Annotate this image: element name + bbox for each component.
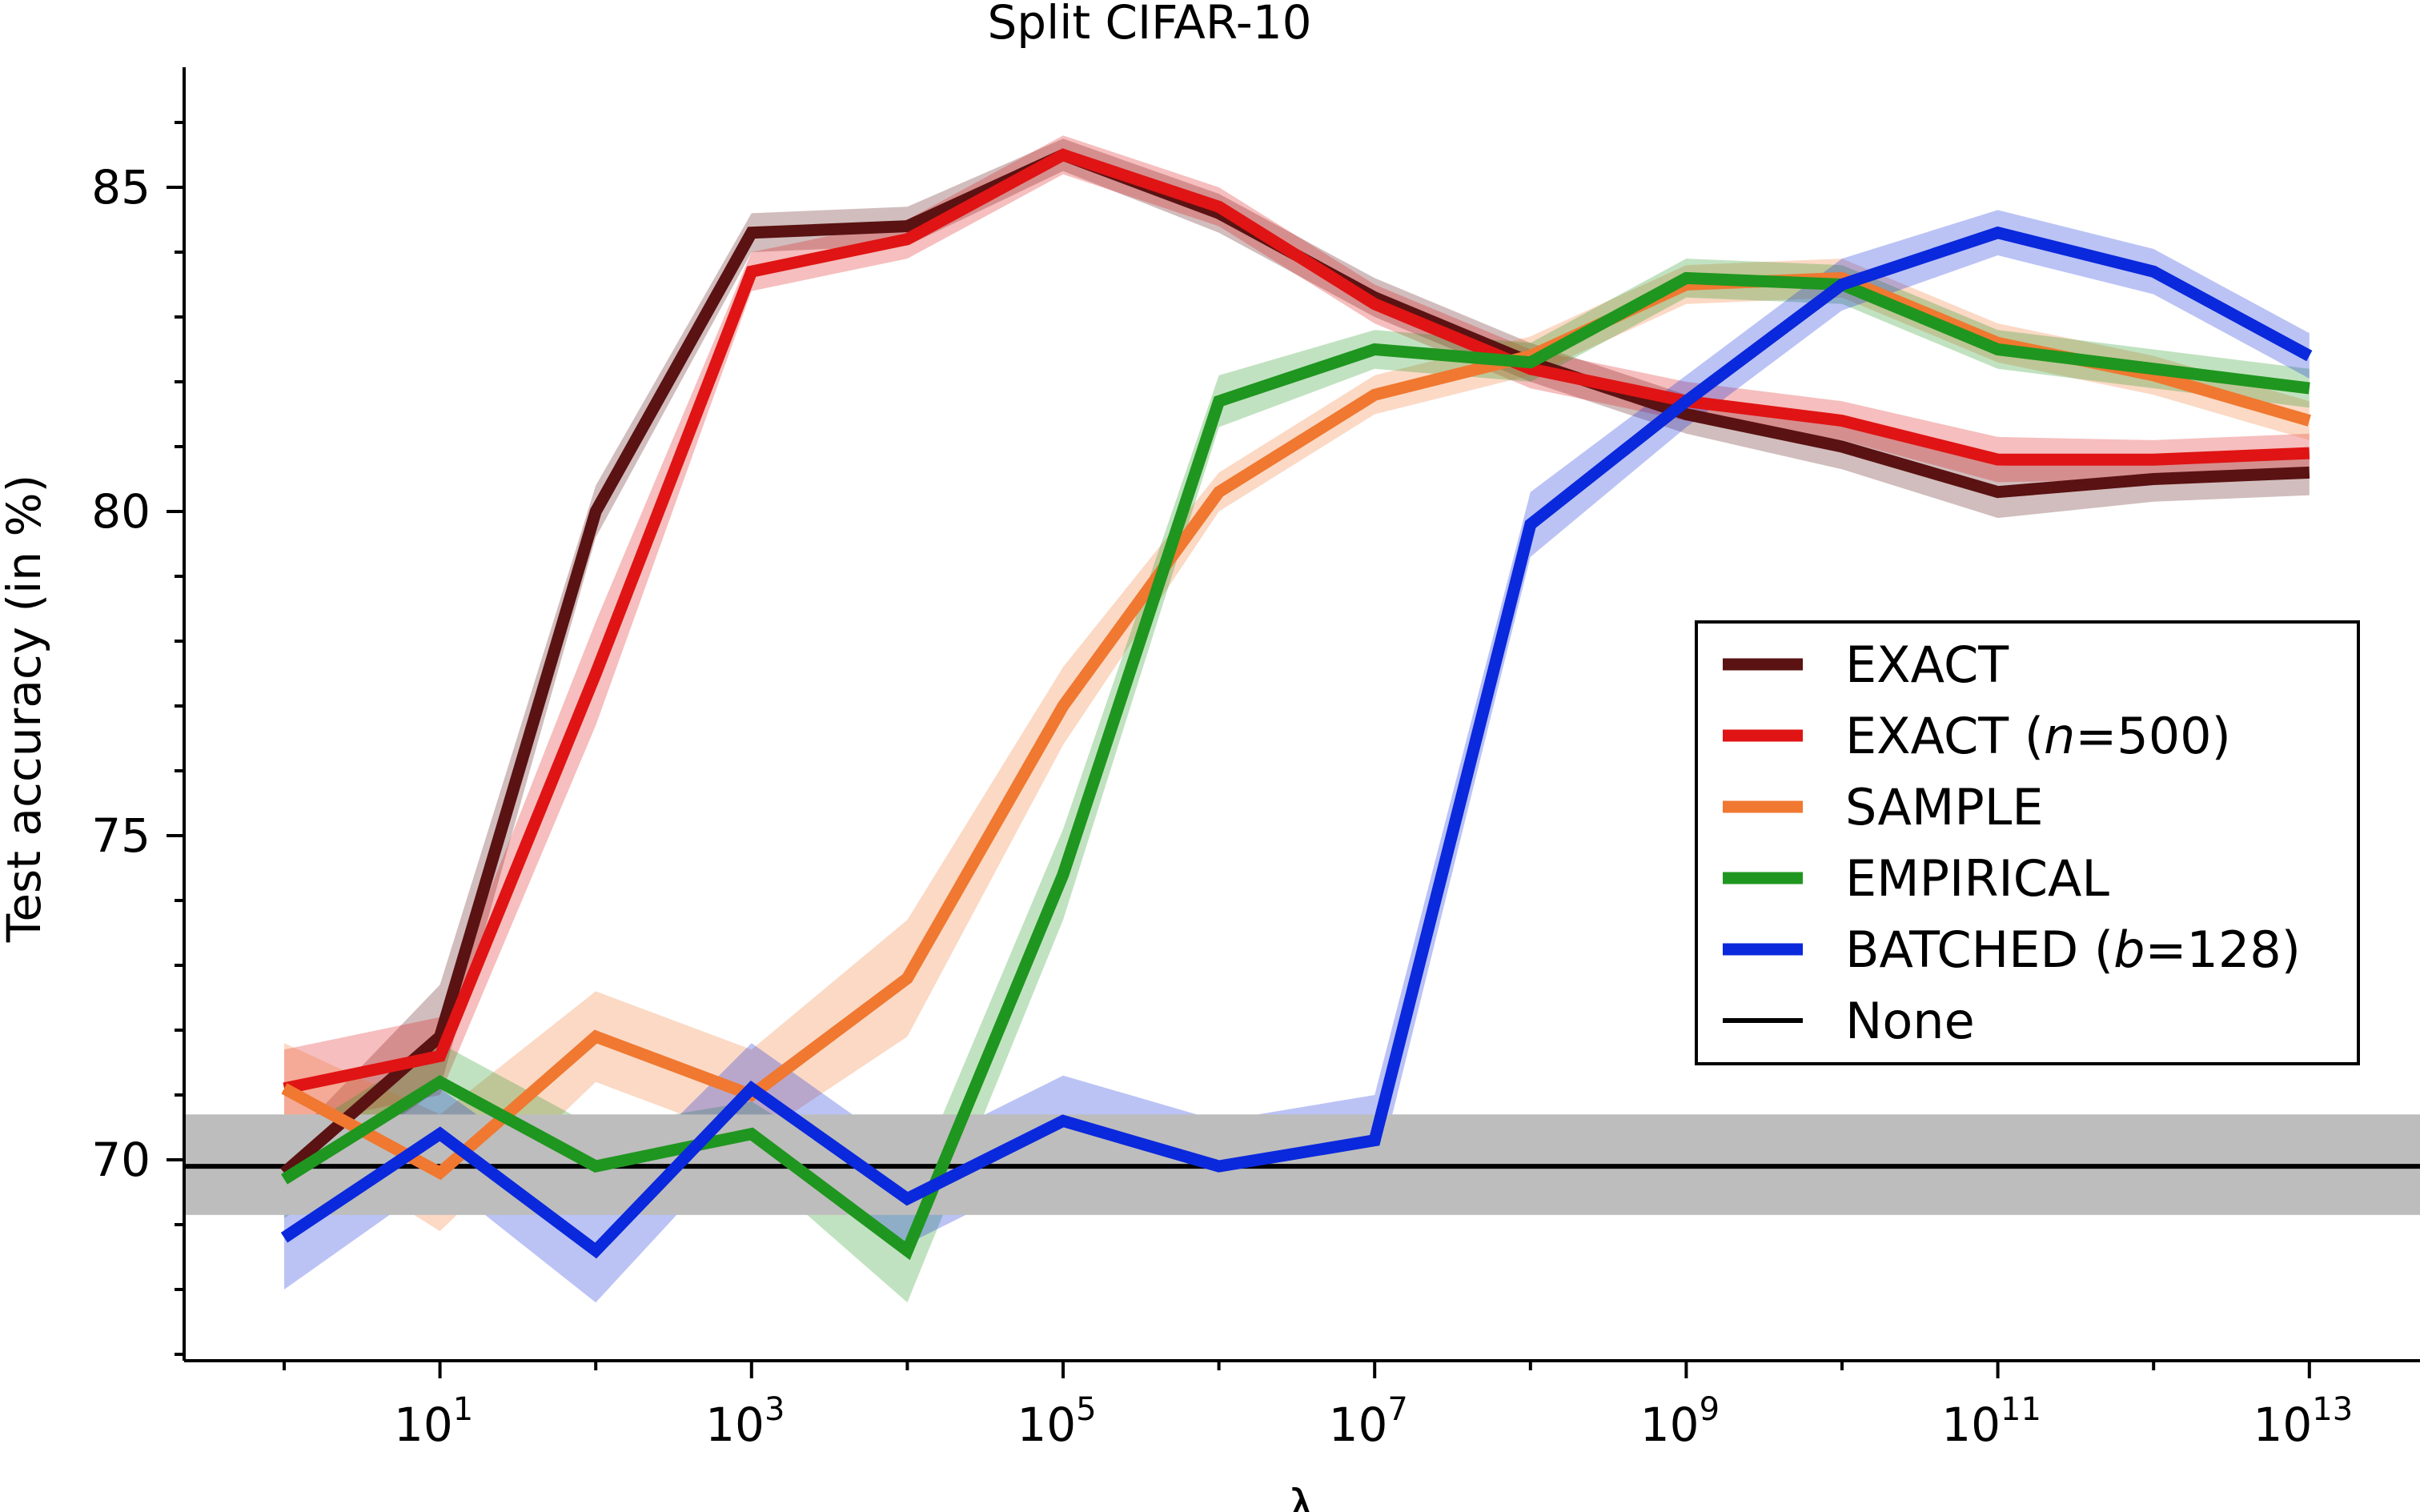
line-series-4 xyxy=(280,226,2313,1259)
x-tick-label-5: 105 xyxy=(1017,1391,1096,1452)
y-axis-label: Test accuracy (in %) xyxy=(0,475,51,943)
x-tick-label-9: 109 xyxy=(1640,1391,1720,1452)
legend-label-0: EXACT xyxy=(1845,636,2009,694)
legend-label-3: EMPIRICAL xyxy=(1845,849,2109,908)
x-tick-label-1: 101 xyxy=(394,1391,473,1452)
y-tick-label-70: 70 xyxy=(91,1133,150,1187)
baseline-none xyxy=(184,1114,2420,1215)
y-tick-label-85: 85 xyxy=(91,160,150,215)
x-ticks: 101 103 105 107 109 1011 1013 xyxy=(283,1361,2353,1452)
x-tick-label-11: 1011 xyxy=(1941,1391,2041,1452)
legend: EXACT EXACT (n=500) SAMPLE EMPIRICAL BATCHED… xyxy=(1695,620,2360,1065)
legend-label-5: None xyxy=(1845,992,1975,1050)
plot-area xyxy=(184,135,2420,1303)
y-tick-label-75: 75 xyxy=(91,808,150,863)
y-tick-label-80: 80 xyxy=(91,484,150,539)
chart-title: Split CIFAR-10 xyxy=(987,0,1311,50)
line-series-3 xyxy=(281,271,2310,1261)
x-tick-label-7: 107 xyxy=(1329,1391,1408,1452)
legend-label-2: SAMPLE xyxy=(1845,778,2044,836)
axes: 70 75 80 85 101 103 105 107 109 1011 1013 xyxy=(91,67,2420,1452)
x-tick-label-3: 103 xyxy=(705,1391,785,1452)
legend-box xyxy=(1695,620,2360,1065)
x-axis-label: λ xyxy=(1287,1479,1314,1512)
x-tick-label-13: 1013 xyxy=(2253,1391,2353,1452)
legend-label-1: EXACT (n=500) xyxy=(1845,707,2231,765)
series-lines xyxy=(280,148,2313,1261)
line-series-1 xyxy=(283,148,2310,1095)
y-ticks: 70 75 80 85 xyxy=(91,121,184,1356)
legend-label-4: BATCHED (b=128) xyxy=(1845,920,2301,979)
